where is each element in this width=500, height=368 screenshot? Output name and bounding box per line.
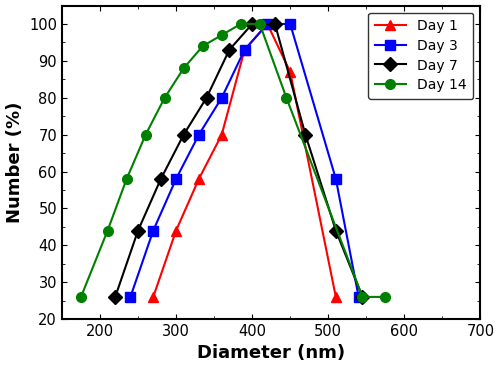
Day 7 (112, 295, 118, 299)
Day 3 (333, 177, 339, 181)
Day 7 (333, 228, 339, 233)
Day 3 (264, 22, 270, 26)
Y-axis label: Number (%): Number (%) (6, 102, 24, 223)
Day 14 (218, 33, 224, 37)
Day 14 (142, 132, 148, 137)
Day 14 (162, 96, 168, 100)
Day 7 (360, 295, 366, 299)
Day 7 (226, 47, 232, 52)
Day 7 (204, 96, 210, 100)
Day 3 (196, 132, 202, 137)
Day 14 (284, 96, 290, 100)
Day 1 (218, 132, 224, 137)
Day 7 (158, 177, 164, 181)
Day 1 (333, 295, 339, 299)
Line: Day 14: Day 14 (76, 19, 390, 302)
X-axis label: Diameter (nm): Diameter (nm) (197, 344, 345, 362)
Line: Day 3: Day 3 (126, 19, 364, 302)
Day 7 (272, 22, 278, 26)
Day 3 (356, 295, 362, 299)
Day 3 (150, 228, 156, 233)
Day 7 (302, 132, 308, 137)
Day 3 (173, 177, 179, 181)
Day 3 (128, 295, 134, 299)
Day 14 (200, 44, 205, 48)
Day 1 (242, 47, 248, 52)
Line: Day 7: Day 7 (110, 19, 368, 302)
Legend: Day 1, Day 3, Day 7, Day 14: Day 1, Day 3, Day 7, Day 14 (368, 13, 474, 99)
Day 3 (287, 22, 293, 26)
Day 14 (360, 295, 366, 299)
Day 3 (218, 96, 224, 100)
Day 14 (124, 177, 130, 181)
Day 14 (78, 295, 84, 299)
Day 1 (196, 177, 202, 181)
Day 14 (180, 66, 186, 70)
Day 7 (180, 132, 186, 137)
Day 14 (238, 22, 244, 26)
Day 3 (242, 47, 248, 52)
Day 1 (287, 70, 293, 74)
Day 7 (249, 22, 255, 26)
Day 14 (382, 295, 388, 299)
Day 1 (150, 295, 156, 299)
Day 1 (264, 22, 270, 26)
Line: Day 1: Day 1 (148, 19, 340, 302)
Day 7 (135, 228, 141, 233)
Day 14 (257, 22, 263, 26)
Day 14 (104, 228, 110, 233)
Day 1 (173, 228, 179, 233)
